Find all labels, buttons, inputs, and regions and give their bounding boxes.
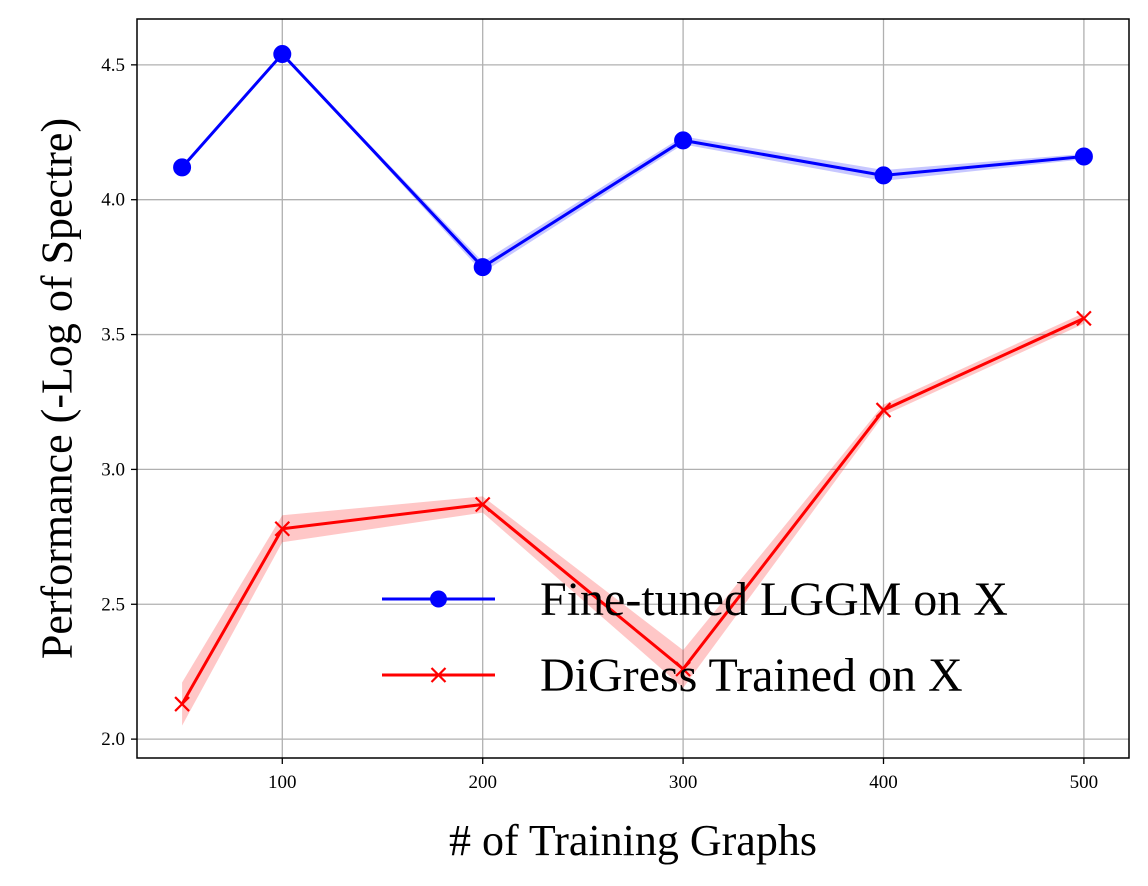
plot-area-frame — [136, 18, 1130, 759]
series-1-point — [274, 520, 291, 537]
series-markers — [173, 45, 1093, 712]
x-tick-label: 400 — [869, 772, 898, 793]
legend-swatch-marker — [430, 667, 447, 683]
x-tick-label: 500 — [1070, 772, 1099, 793]
x-marker-stroke — [1076, 310, 1092, 327]
x-marker-stroke — [875, 402, 892, 418]
y-tick-label: 4.0 — [101, 190, 125, 211]
legend-label: DiGress Trained on X — [540, 649, 963, 702]
legend-label: Fine-tuned LGGM on X — [540, 573, 1008, 626]
y-tick-label: 3.5 — [101, 325, 125, 346]
axis-ticks: 100 200 300 400 500 2.0 2.5 3.0 3.5 4.0 4.5 — [101, 55, 1098, 793]
x-marker-stroke — [274, 520, 291, 537]
grid — [137, 19, 1129, 758]
series-1-point — [1076, 310, 1092, 327]
y-tick-label: 4.5 — [101, 55, 125, 76]
series-0-band — [182, 54, 1084, 273]
series-1-line — [180, 317, 1085, 705]
legend-swatch-marker — [430, 590, 447, 608]
series-0-point — [874, 166, 893, 185]
legend-entry: Fine-tuned LGGM on X — [382, 573, 1008, 626]
x-marker-stroke — [474, 496, 491, 513]
y-tick-label: 3.0 — [101, 459, 125, 480]
legend: Fine-tuned LGGM on X DiGress Trained on X — [382, 573, 1008, 702]
series-0-point — [674, 131, 693, 150]
y-tick-label: 2.0 — [101, 729, 125, 750]
series-0-point — [273, 45, 292, 64]
series-1-point — [174, 696, 190, 712]
series-0-line — [180, 51, 1085, 270]
x-tick-label: 300 — [669, 772, 698, 793]
x-tick-label: 100 — [268, 772, 297, 793]
y-axis-title: Performance (-Log of Spectre) — [32, 118, 81, 659]
series-1-point — [875, 402, 892, 418]
series-0-point — [1074, 147, 1093, 166]
series-1-point — [474, 496, 491, 513]
x-axis-title: # of Training Graphs — [449, 816, 817, 865]
series-0-point — [173, 158, 192, 177]
x-marker-stroke — [675, 661, 691, 677]
series-lines — [180, 51, 1085, 705]
series-0-point — [473, 258, 492, 277]
y-tick-label: 2.5 — [101, 594, 125, 615]
series-1-point — [675, 661, 691, 677]
legend-entry: DiGress Trained on X — [382, 649, 963, 702]
x-tick-label: 200 — [468, 772, 497, 793]
x-marker-stroke — [174, 696, 190, 712]
